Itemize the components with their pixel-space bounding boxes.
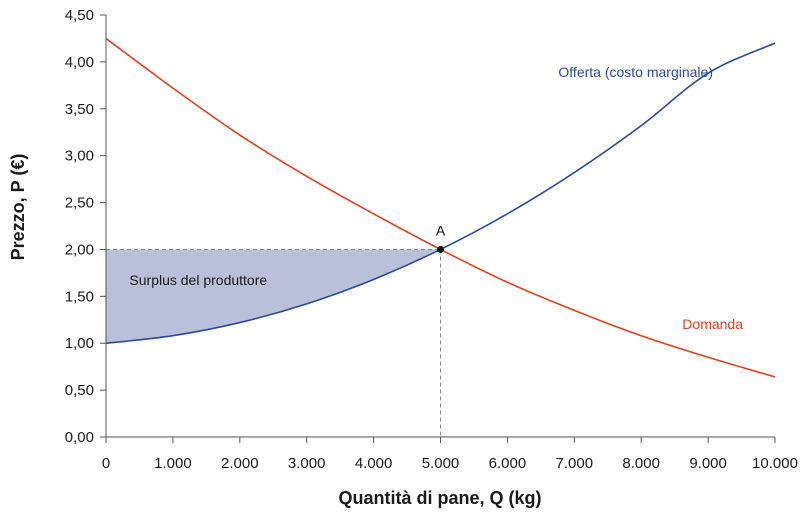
x-tick-label: 8.000	[622, 455, 660, 472]
x-tick-label: 3.000	[288, 455, 326, 472]
y-tick-label: 0,00	[65, 429, 94, 446]
guide-lines-layer	[106, 248, 441, 437]
y-tick-label: 2,50	[65, 195, 94, 212]
y-tick-label: 3,00	[65, 148, 94, 165]
y-tick-label: 3,50	[65, 101, 94, 118]
producer-surplus-label: Surplus del produttore	[129, 272, 267, 288]
y-tick-label: 2,00	[65, 241, 94, 258]
x-tick-label: 5.000	[422, 455, 460, 472]
demand-curve-label: Domanda	[682, 316, 743, 332]
equilibrium-label: A	[436, 222, 446, 238]
y-tick-label: 0,50	[65, 382, 94, 399]
supply-curve-label: Offerta (costo marginale)	[558, 64, 713, 80]
producer-surplus-layer	[106, 249, 441, 344]
x-tick-label: 9.000	[689, 455, 727, 472]
x-tick-label: 2.000	[221, 455, 259, 472]
x-tick-label: 1.000	[154, 455, 192, 472]
y-tick-label: 1,00	[65, 335, 94, 352]
x-tick-label: 4.000	[355, 455, 393, 472]
y-axis-title: Prezzo, P (€)	[8, 154, 28, 261]
labels-layer: A Offerta (costo marginale) Domanda Surplus…	[129, 64, 743, 332]
x-tick-label: 6.000	[489, 455, 527, 472]
y-tick-label: 1,50	[65, 288, 94, 305]
x-tick-label: 7.000	[556, 455, 594, 472]
y-tick-label: 4,00	[65, 54, 94, 71]
x-tick-label: 10.000	[752, 455, 798, 472]
x-tick-label: 0	[102, 455, 110, 472]
y-tick-label: 4,50	[65, 7, 94, 24]
producer-surplus-area	[106, 249, 441, 344]
axes-layer: 0 1.000 2.000 3.000 4.000 5.000 6.000 7.000 8.00…	[65, 7, 798, 472]
x-axis-title: Quantità di pane, Q (kg)	[338, 488, 541, 508]
equilibrium-point	[437, 245, 444, 253]
series-layer	[105, 37, 776, 378]
